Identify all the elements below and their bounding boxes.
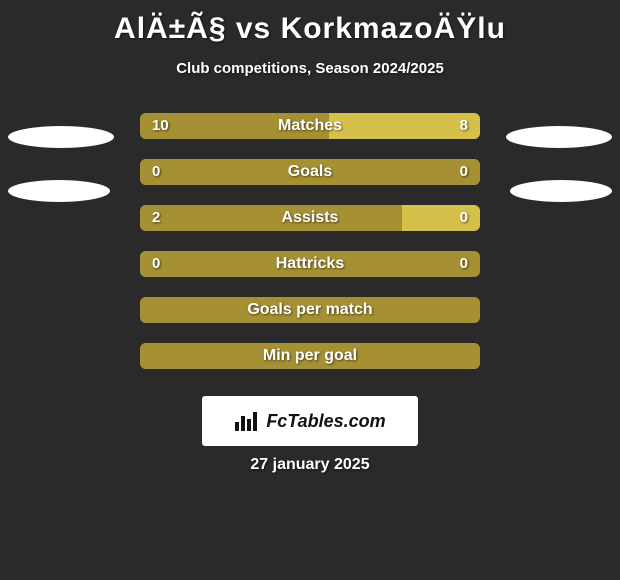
- team-oval: [8, 126, 114, 148]
- bar-track: Matches: [140, 113, 480, 139]
- bar-left: [140, 297, 480, 323]
- bar-left: [140, 205, 402, 231]
- stats-area: Matches108Goals00Assists20Hattricks00Goa…: [0, 113, 620, 389]
- date-line: 27 january 2025: [0, 456, 620, 474]
- bar-track: Goals: [140, 159, 480, 185]
- bar-right: [402, 205, 480, 231]
- bar-track: Min per goal: [140, 343, 480, 369]
- bar-track: Goals per match: [140, 297, 480, 323]
- stat-row: Goals per match: [0, 297, 620, 343]
- bars-icon: [234, 410, 260, 432]
- bar-left: [140, 113, 329, 139]
- page-title: AlÄ±Ã§ vs KorkmazoÄŸlu: [0, 0, 620, 46]
- bar-track: Hattricks: [140, 251, 480, 277]
- comparison-card: AlÄ±Ã§ vs KorkmazoÄŸlu Club competitions…: [0, 0, 620, 580]
- subtitle: Club competitions, Season 2024/2025: [0, 60, 620, 77]
- bar-left: [140, 251, 480, 277]
- fctables-logo[interactable]: FcTables.com: [202, 396, 418, 446]
- bar-track: Assists: [140, 205, 480, 231]
- logo-content: FcTables.com: [234, 410, 385, 432]
- bar-right: [329, 113, 480, 139]
- team-oval: [506, 126, 612, 148]
- stat-row: Min per goal: [0, 343, 620, 389]
- stat-row: Hattricks00: [0, 251, 620, 297]
- team-oval: [510, 180, 612, 202]
- bar-left: [140, 159, 480, 185]
- logo-text: FcTables.com: [266, 411, 385, 432]
- bar-left: [140, 343, 480, 369]
- stat-row: Assists20: [0, 205, 620, 251]
- team-oval: [8, 180, 110, 202]
